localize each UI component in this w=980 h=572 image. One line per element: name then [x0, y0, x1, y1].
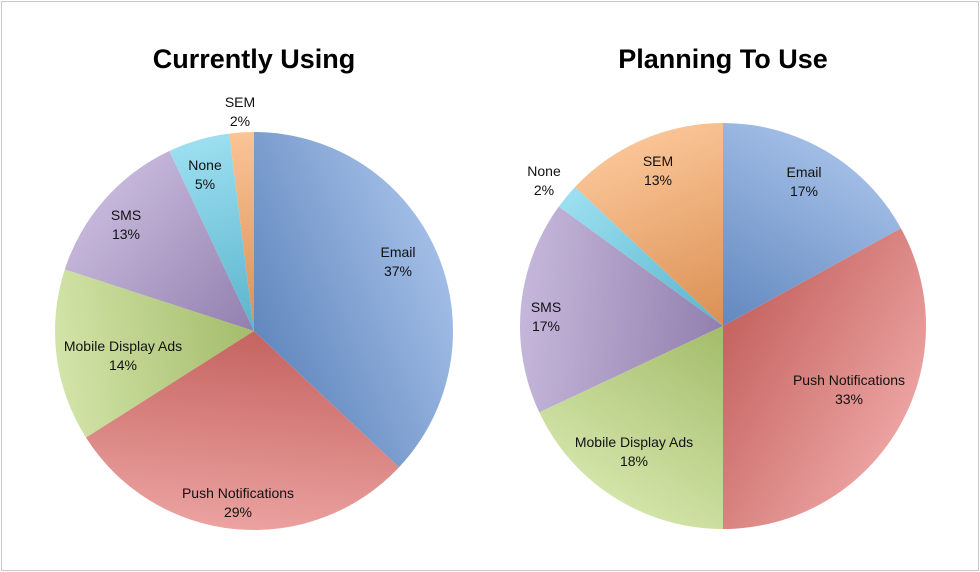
slice-value-mobile-display-ads: 14% — [109, 357, 137, 373]
slice-value-push-notifications: 29% — [224, 504, 252, 520]
pie-slice-email — [254, 132, 454, 468]
chart-title-planning-to-use: Planning To Use — [618, 44, 828, 74]
slice-label-mobile-display-ads: Mobile Display Ads — [575, 434, 693, 450]
slice-label-none: None — [188, 157, 222, 173]
slice-value-none: 2% — [534, 182, 554, 198]
slice-label-email: Email — [380, 244, 415, 260]
pie-slice-sem — [229, 132, 254, 331]
pie-chart-planning-to-use: Planning To Use Email 17% Push Notificatio… — [520, 44, 926, 529]
pie-slice-mobile-display-ads — [539, 326, 723, 529]
slice-label-none: None — [527, 163, 561, 179]
slice-value-email: 37% — [384, 263, 412, 279]
slice-label-sms: SMS — [531, 299, 561, 315]
slice-value-email: 17% — [790, 183, 818, 199]
pie-slice-push-notifications — [723, 228, 926, 529]
pie-chart-currently-using: Currently Using Email 37% Push Notificatio… — [55, 44, 454, 530]
slice-label-sem: SEM — [643, 153, 673, 169]
slice-value-push-notifications: 33% — [835, 391, 863, 407]
pie-slice-email — [723, 123, 901, 326]
slice-value-sem: 13% — [644, 172, 672, 188]
slice-label-sms: SMS — [111, 207, 141, 223]
slice-value-mobile-display-ads: 18% — [620, 453, 648, 469]
pie-slice-sms — [64, 150, 255, 331]
slice-value-sem: 2% — [230, 113, 250, 129]
pie-slice-mobile-display-ads — [55, 269, 255, 438]
slice-value-none: 5% — [195, 176, 215, 192]
slice-label-mobile-display-ads: Mobile Display Ads — [64, 338, 182, 354]
pie-slice-push-notifications — [85, 331, 400, 530]
slice-label-push-notifications: Push Notifications — [182, 485, 294, 501]
slice-label-sem: SEM — [225, 94, 255, 110]
slice-label-email: Email — [786, 164, 821, 180]
chart-title-currently-using: Currently Using — [153, 44, 356, 74]
slice-label-push-notifications: Push Notifications — [793, 372, 905, 388]
pie-slice-none — [558, 187, 723, 326]
slice-value-sms: 13% — [112, 226, 140, 242]
pie-slice-none — [169, 133, 254, 331]
pie-slice-sms — [520, 206, 723, 413]
pie-slice-sem — [575, 123, 723, 326]
slice-value-sms: 17% — [532, 318, 560, 334]
